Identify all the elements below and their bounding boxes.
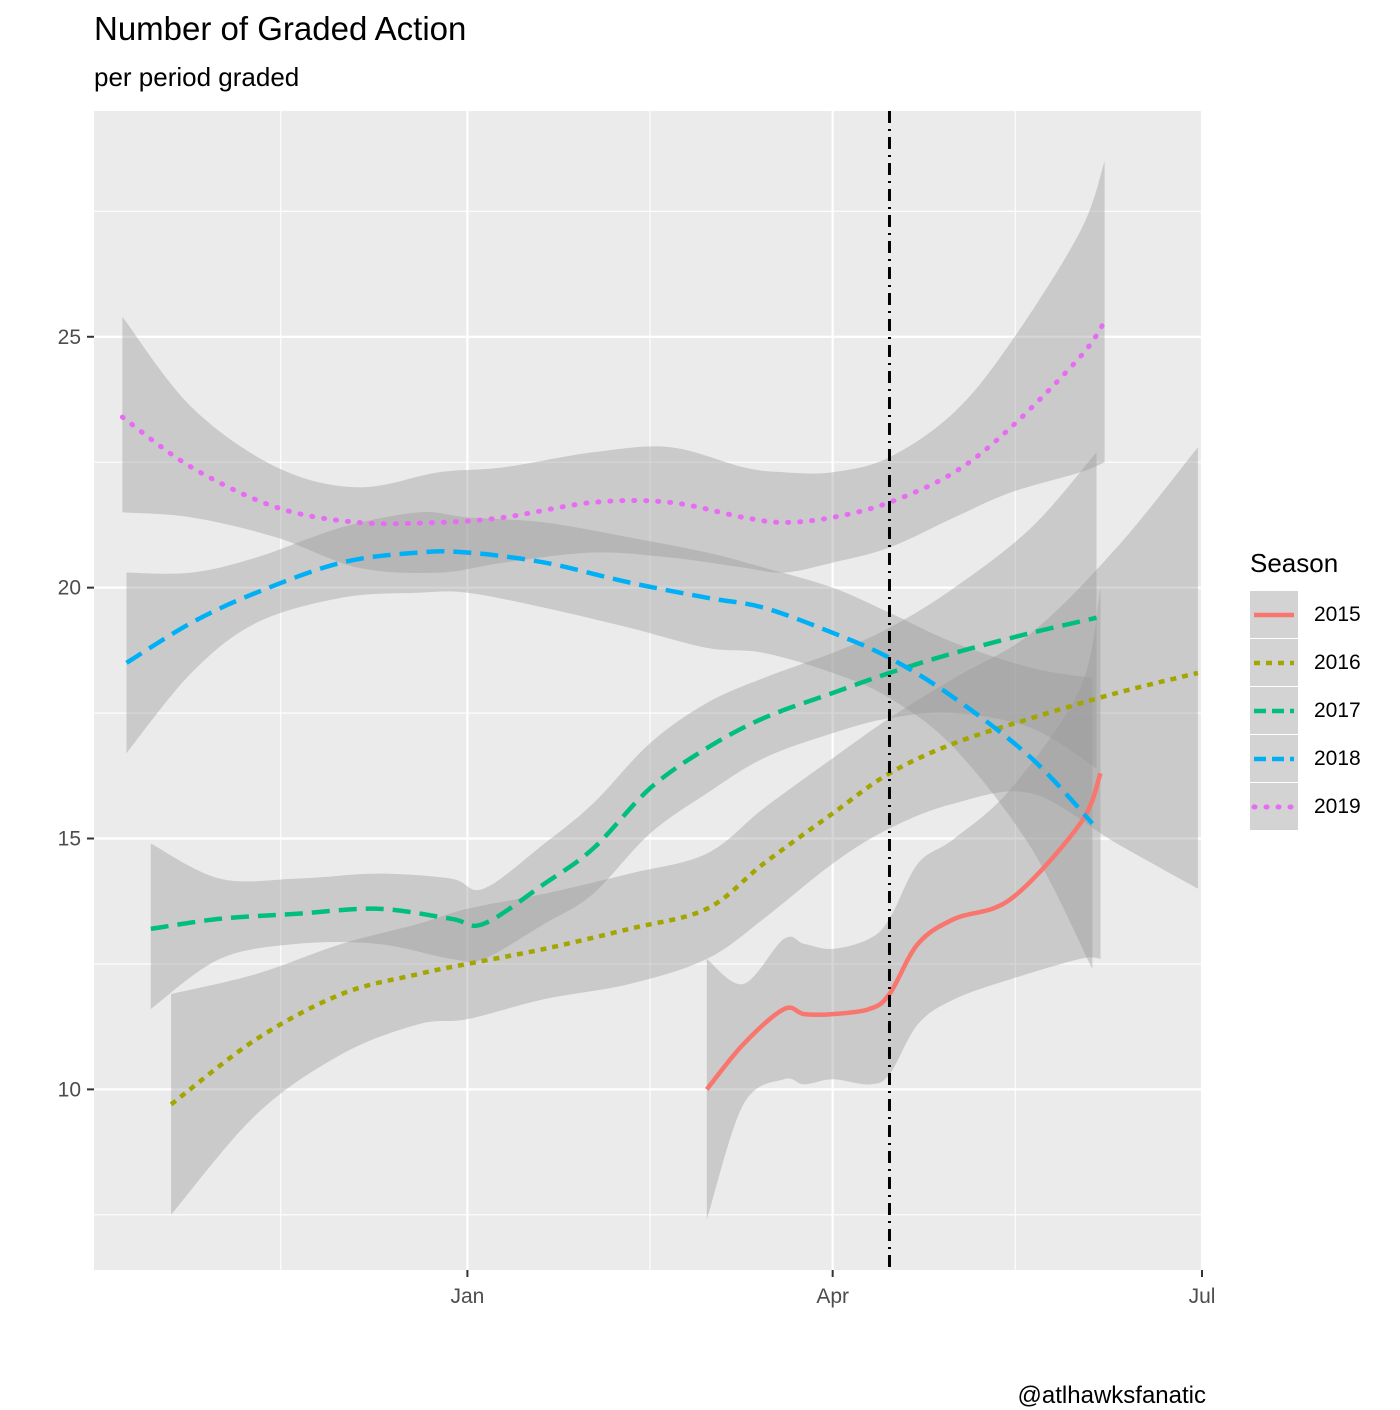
legend-items: 2015 2016 2017 2018 2019 [1250, 591, 1361, 831]
grid-layer [94, 111, 1204, 1270]
x-tick-label: Jan [450, 1285, 484, 1308]
legend-label: 2017 [1314, 699, 1361, 722]
plot-panel [94, 111, 1202, 1270]
ribbon-2018 [126, 512, 1093, 969]
chart-subtitle: per period graded [94, 62, 300, 92]
x-tick-label: Apr [816, 1285, 849, 1308]
series-line-2015 [705, 772, 1103, 1091]
series-line-2017 [150, 615, 1098, 932]
y-tick-label: 15 [58, 828, 81, 851]
series-line-2019 [119, 319, 1108, 527]
legend-label: 2015 [1314, 603, 1361, 626]
axis-layer: 10 15 20 25 Jan Apr Jul [58, 326, 1216, 1308]
legend-key-2015 [1250, 591, 1298, 639]
ribbon-2015 [706, 587, 1101, 1220]
legend-item-2019: 2019 [1250, 783, 1361, 831]
series-line-2018 [125, 549, 1095, 826]
legend-label: 2019 [1314, 795, 1361, 818]
legend-label: 2018 [1314, 747, 1361, 770]
caption-handle: @atlhawksfanatic [1017, 1382, 1206, 1409]
y-tick-label: 25 [58, 326, 81, 349]
legend-title: Season [1250, 548, 1339, 578]
legend-key-2017 [1250, 687, 1298, 735]
legend-key-2016 [1250, 639, 1298, 687]
chart-title: Number of Graded Action [94, 10, 467, 47]
y-tick-label: 10 [58, 1078, 81, 1101]
legend-item-2017: 2017 [1250, 687, 1361, 735]
line-layer [119, 319, 1199, 1107]
legend-item-2015: 2015 [1250, 591, 1361, 639]
ribbon-2019 [122, 161, 1105, 573]
y-tick-label: 20 [58, 577, 81, 600]
legend: Season 2015 2016 2017 2018 2019 [1250, 548, 1361, 831]
legend-item-2016: 2016 [1250, 639, 1361, 687]
ribbon-layer [122, 161, 1198, 1220]
legend-label: 2016 [1314, 651, 1361, 674]
series-line-2016 [169, 670, 1199, 1107]
legend-key-2018 [1250, 735, 1298, 783]
legend-item-2018: 2018 [1250, 735, 1361, 783]
legend-key-2019 [1250, 783, 1298, 831]
x-tick-label: Jul [1189, 1285, 1216, 1308]
